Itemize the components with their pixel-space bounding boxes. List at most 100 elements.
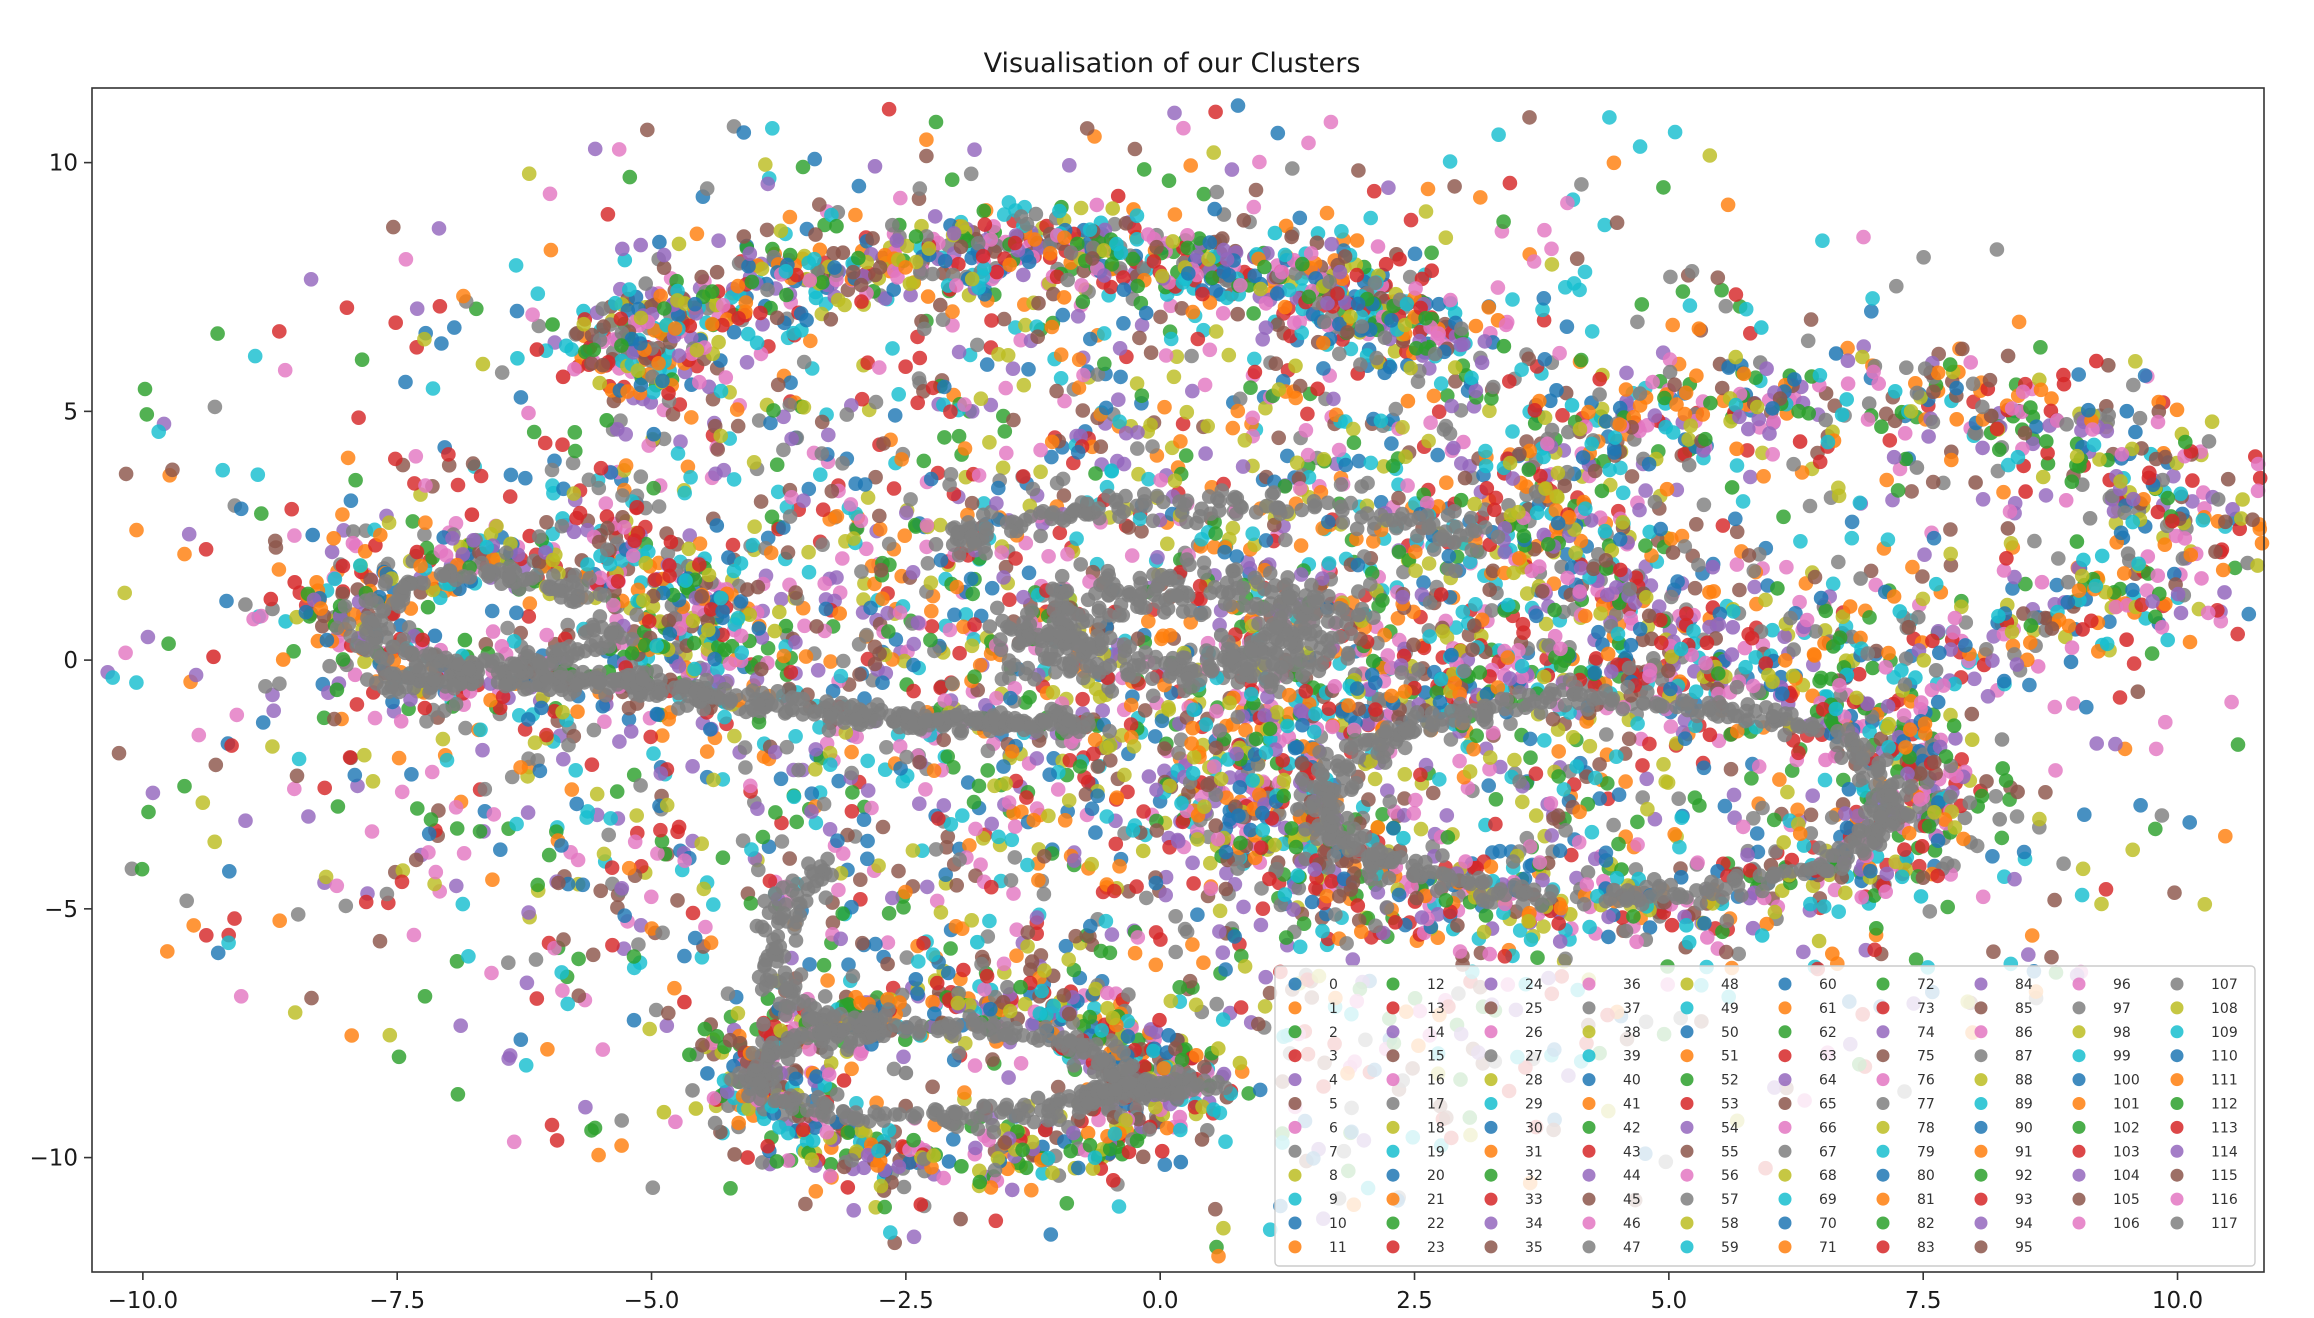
cluster-point [964, 913, 979, 928]
cluster-point [593, 883, 608, 899]
cluster-point [860, 851, 875, 867]
cluster-point [277, 362, 293, 378]
cluster-point [867, 159, 883, 174]
cluster-point [745, 537, 761, 553]
cluster-point [1615, 485, 1631, 501]
cluster-point [1403, 212, 1419, 228]
cluster-point [995, 460, 1011, 476]
cluster-point [351, 410, 366, 426]
cluster-point [1255, 332, 1270, 347]
cluster-point [916, 935, 931, 951]
cluster-point [1714, 282, 1729, 298]
cluster-point [327, 711, 342, 727]
cluster-point [449, 878, 464, 894]
cluster-point [808, 1184, 824, 1199]
cluster-point [1572, 804, 1587, 820]
cluster-point [554, 838, 569, 853]
cluster-point [1099, 809, 1115, 824]
cluster-point [1116, 456, 1132, 472]
cluster-point [908, 229, 924, 244]
cluster-point [760, 176, 776, 192]
cluster-point [1216, 1220, 1231, 1236]
cluster-point [1825, 576, 1841, 592]
cluster-point [1989, 242, 2005, 257]
cluster-point [391, 1049, 407, 1065]
cluster-point [1154, 713, 1170, 729]
cluster-point [1350, 557, 1366, 573]
cluster-point [410, 801, 425, 816]
cluster-point [456, 846, 472, 861]
cluster-point [1183, 158, 1198, 173]
cluster-point [1512, 774, 1527, 789]
cluster-point [614, 881, 630, 896]
cluster-point [905, 843, 921, 858]
cluster-point [898, 260, 913, 275]
cluster-point [1198, 446, 1213, 461]
cluster-point [1110, 188, 1126, 204]
cluster-point [867, 656, 883, 672]
cluster-point [589, 786, 605, 802]
cluster-point [1129, 208, 1145, 223]
cluster-point [925, 947, 941, 962]
cluster-point [753, 494, 769, 509]
cluster-point [284, 501, 300, 517]
cluster-point [539, 627, 554, 643]
cluster-point [1597, 217, 1612, 233]
cluster-point [1452, 944, 1468, 959]
cluster-point [304, 990, 319, 1006]
cluster-point [891, 387, 906, 402]
cluster-point [715, 297, 731, 313]
cluster-point [1132, 330, 1147, 346]
cluster-point [137, 381, 153, 397]
cluster-point [1720, 197, 1736, 213]
cluster-point [1055, 307, 1071, 323]
cluster-point [1551, 769, 1566, 784]
cluster-point [1408, 281, 1423, 296]
cluster-point [633, 310, 649, 326]
cluster-point [1915, 569, 1930, 584]
cluster-point [1831, 904, 1846, 919]
cluster-point [852, 667, 867, 682]
cluster-point [601, 827, 616, 843]
cluster-point [1569, 759, 1584, 774]
cluster-point [1070, 309, 1086, 324]
cluster-point [449, 954, 465, 969]
cluster-point [177, 546, 192, 562]
cluster-point [925, 266, 940, 282]
cluster-point [1345, 952, 1361, 967]
cluster-point [747, 519, 762, 534]
cluster-point [739, 355, 755, 370]
cluster-point [1109, 790, 1125, 805]
cluster-point [957, 1085, 972, 1100]
cluster-point [1235, 459, 1251, 474]
cluster-point [2044, 949, 2059, 965]
cluster-point [1203, 881, 1219, 896]
cluster-point [364, 824, 380, 839]
cluster-point [753, 305, 768, 321]
cluster-point [1003, 873, 1019, 888]
cluster-point [743, 778, 758, 794]
cluster-point [937, 379, 952, 395]
cluster-point [631, 937, 646, 952]
cluster-point [1293, 567, 1309, 582]
cluster-point [962, 347, 978, 363]
cluster-point [1354, 319, 1370, 334]
cluster-point [782, 851, 797, 866]
cluster-point [587, 141, 603, 157]
cluster-point [1537, 352, 1553, 367]
cluster-point [1207, 201, 1222, 217]
cluster-point [417, 989, 433, 1004]
cluster-point [585, 947, 601, 963]
cluster-point [1772, 772, 1787, 787]
cluster-point [1765, 447, 1780, 462]
cluster-point [1079, 121, 1095, 136]
cluster-point [593, 460, 609, 476]
cluster-point [1215, 306, 1231, 321]
cluster-point [1630, 314, 1645, 330]
cluster-point [1029, 910, 1045, 925]
cluster-point [179, 893, 194, 909]
cluster-point [1410, 374, 1426, 390]
cluster-point [439, 752, 455, 768]
cluster-point [1662, 352, 1678, 367]
cluster-point [510, 351, 525, 366]
